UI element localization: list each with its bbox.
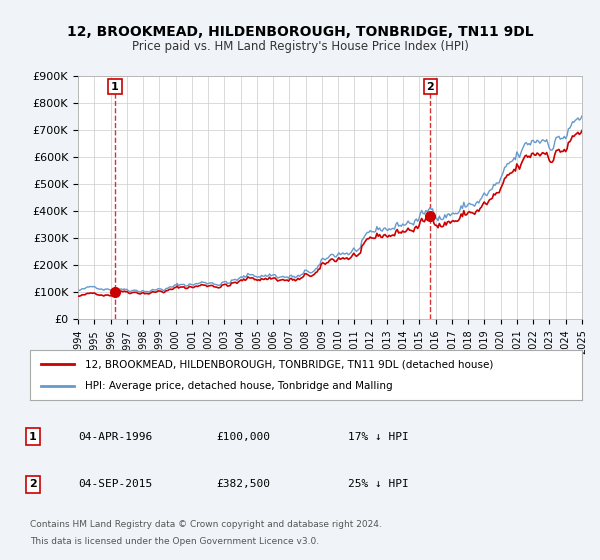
Text: 1: 1	[29, 432, 37, 442]
Text: Contains HM Land Registry data © Crown copyright and database right 2024.: Contains HM Land Registry data © Crown c…	[30, 520, 382, 529]
Text: £382,500: £382,500	[216, 479, 270, 489]
Text: 12, BROOKMEAD, HILDENBOROUGH, TONBRIDGE, TN11 9DL (detached house): 12, BROOKMEAD, HILDENBOROUGH, TONBRIDGE,…	[85, 359, 494, 369]
Text: Price paid vs. HM Land Registry's House Price Index (HPI): Price paid vs. HM Land Registry's House …	[131, 40, 469, 53]
Text: 04-SEP-2015: 04-SEP-2015	[78, 479, 152, 489]
Text: 04-APR-1996: 04-APR-1996	[78, 432, 152, 442]
Text: 1: 1	[111, 82, 119, 92]
Text: This data is licensed under the Open Government Licence v3.0.: This data is licensed under the Open Gov…	[30, 537, 319, 546]
Text: 12, BROOKMEAD, HILDENBOROUGH, TONBRIDGE, TN11 9DL: 12, BROOKMEAD, HILDENBOROUGH, TONBRIDGE,…	[67, 25, 533, 39]
Text: 2: 2	[427, 82, 434, 92]
Text: 17% ↓ HPI: 17% ↓ HPI	[348, 432, 409, 442]
Text: 2: 2	[29, 479, 37, 489]
Text: HPI: Average price, detached house, Tonbridge and Malling: HPI: Average price, detached house, Tonb…	[85, 381, 393, 391]
Text: £100,000: £100,000	[216, 432, 270, 442]
Text: 25% ↓ HPI: 25% ↓ HPI	[348, 479, 409, 489]
